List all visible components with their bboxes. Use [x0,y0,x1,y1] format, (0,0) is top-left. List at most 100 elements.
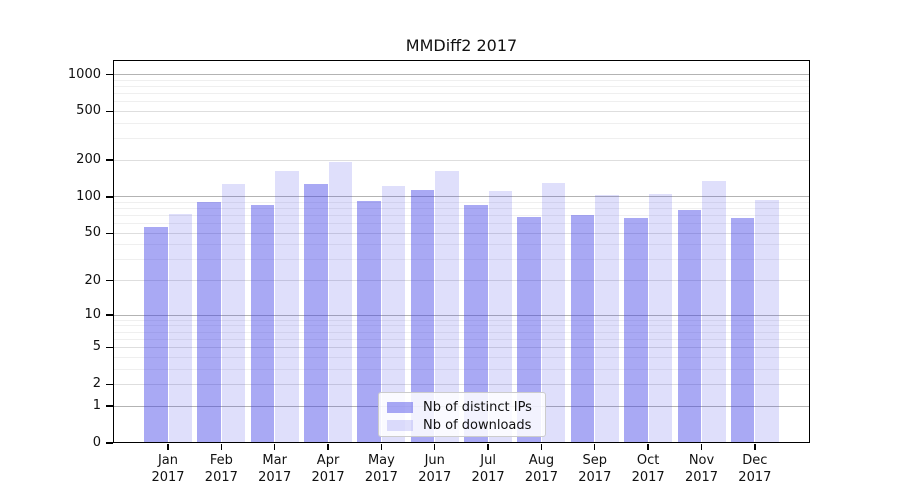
bar-distinct-ips-apr [304,183,328,443]
legend: Nb of distinct IPs Nb of downloads [378,392,546,437]
x-tick-label-sep: Sep 2017 [578,453,612,485]
gridline-30 [113,259,810,261]
grid-layer [113,60,810,443]
y-tick-mark-100 [106,196,113,198]
x-tick-mark-apr [327,444,329,450]
y-tick-label-2: 2 [92,376,101,392]
x-tick-label-may: May 2017 [364,453,398,485]
legend-swatch-distinct-ips-icon [387,401,413,413]
gridline-8 [113,325,810,327]
gridline-400 [113,122,810,124]
bar-distinct-ips-mar [250,205,275,443]
gridline-3 [113,368,810,370]
bar-downloads-jan [168,214,192,443]
chart-title: MMDiff2 2017 [405,36,518,55]
bar-downloads-mar [275,171,299,443]
gridline-5 [113,346,810,348]
y-tick-mark-5 [106,346,113,349]
gridline-6 [113,338,810,340]
bar-distinct-ips-nov [677,210,701,443]
gridline-20 [113,280,810,282]
bar-distinct-ips-may [357,201,381,443]
bar-distinct-ips-oct [624,218,648,443]
bar-distinct-ips-feb [197,202,221,443]
y-tick-label-10: 10 [84,307,101,323]
x-tick-mark-jul [487,444,489,450]
gridline-50 [113,232,810,234]
gridline-100 [113,196,810,198]
legend-item-downloads: Nb of downloads [387,416,537,434]
y-tick-mark-2 [106,383,113,386]
bar-downloads-feb [221,183,246,443]
y-tick-label-50: 50 [84,225,101,241]
bar-distinct-ips-dec [730,218,755,443]
gridline-7 [113,331,810,333]
gridline-300 [113,138,810,140]
gridline-80 [113,208,810,210]
y-tick-mark-20 [106,279,113,282]
y-tick-label-20: 20 [84,272,101,288]
gridline-2 [113,383,810,385]
plot-area: Nb of distinct IPs Nb of downloads [113,60,810,443]
bar-downloads-jul [488,190,513,443]
gridline-9 [113,319,810,321]
gridline-90 [113,201,810,203]
bar-distinct-ips-jan [144,227,168,443]
x-tick-mark-aug [540,444,543,450]
x-tick-label-apr: Apr 2017 [311,453,345,485]
bar-downloads-nov [702,181,726,443]
y-tick-mark-500 [106,110,113,113]
x-tick-mark-oct [647,444,649,450]
y-tick-mark-0 [106,442,113,444]
gridline-40 [113,244,810,246]
bar-downloads-jun [435,171,459,443]
legend-label-distinct-ips: Nb of distinct IPs [423,399,532,415]
gridline-200 [113,159,810,161]
x-tick-label-jun: Jun 2017 [418,453,452,485]
gridline-500 [113,110,810,112]
legend-item-distinct-ips: Nb of distinct IPs [387,398,537,416]
legend-label-downloads: Nb of downloads [423,417,532,433]
bar-distinct-ips-jun [410,189,435,443]
x-tick-mark-feb [220,444,223,450]
gridline-60 [113,223,810,225]
x-tick-mark-jun [434,444,436,450]
y-tick-mark-1000 [106,73,113,76]
bar-downloads-apr [328,162,353,443]
gridline-600 [113,101,810,103]
x-tick-label-dec: Dec 2017 [738,453,772,485]
x-tick-mark-jan [167,444,169,450]
x-tick-label-mar: Mar 2017 [258,453,292,485]
x-tick-mark-sep [594,444,596,450]
gridline-10 [113,314,810,316]
legend-swatch-downloads-icon [387,419,413,431]
bars-layer [113,60,810,443]
y-tick-mark-50 [106,232,113,234]
x-tick-label-nov: Nov 2017 [684,453,719,485]
y-tick-label-200: 200 [76,152,101,168]
gridline-900 [113,79,810,81]
gridline-4 [113,356,810,358]
x-tick-label-oct: Oct 2017 [631,453,665,485]
bar-distinct-ips-jul [464,205,488,443]
x-tick-label-jan: Jan 2017 [151,453,185,485]
x-tick-label-aug: Aug 2017 [524,453,558,485]
y-tick-mark-200 [106,159,113,161]
y-tick-label-1000: 1000 [67,66,101,82]
bar-downloads-oct [648,194,673,443]
x-tick-mark-may [380,444,383,450]
gridline-700 [113,93,810,95]
gridline-1000 [113,74,810,76]
bar-downloads-aug [541,183,566,443]
bar-distinct-ips-sep [570,214,595,443]
bar-downloads-dec [755,199,779,443]
x-tick-mark-mar [274,444,276,450]
y-tick-label-1: 1 [92,398,101,414]
x-tick-label-jul: Jul 2017 [471,453,505,485]
gridline-800 [113,85,810,87]
bar-downloads-may [381,185,406,443]
gridline-70 [113,215,810,217]
y-tick-label-100: 100 [76,188,101,204]
x-tick-mark-nov [700,444,703,450]
